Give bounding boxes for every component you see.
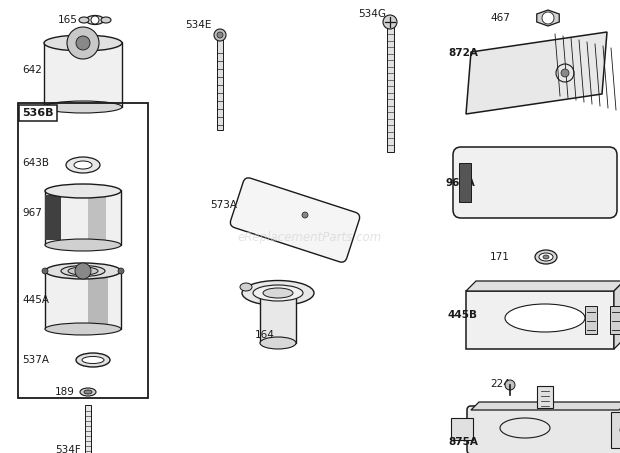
Ellipse shape [45, 323, 121, 335]
Ellipse shape [45, 184, 121, 198]
Ellipse shape [263, 288, 293, 298]
Circle shape [67, 27, 99, 59]
FancyBboxPatch shape [453, 147, 617, 218]
Text: 872A: 872A [448, 48, 478, 58]
Text: 224: 224 [490, 379, 510, 389]
Circle shape [561, 69, 569, 77]
Bar [451, 418, 473, 440]
Polygon shape [466, 32, 607, 114]
Bar [45, 271, 121, 329]
Ellipse shape [79, 17, 89, 23]
Circle shape [383, 15, 397, 29]
Ellipse shape [535, 250, 557, 264]
Text: 534G: 534G [358, 9, 386, 19]
Circle shape [76, 36, 90, 50]
Circle shape [542, 12, 554, 24]
Text: 165: 165 [58, 15, 78, 25]
Bar [44, 42, 122, 107]
Ellipse shape [80, 388, 96, 396]
Ellipse shape [240, 283, 252, 291]
Bar [610, 306, 620, 334]
Text: 445A: 445A [22, 295, 49, 305]
Bar [386, 22, 394, 152]
Ellipse shape [68, 267, 98, 275]
Polygon shape [466, 281, 620, 291]
Bar [85, 405, 91, 453]
Circle shape [505, 380, 515, 390]
Bar [88, 190, 106, 245]
Circle shape [214, 29, 226, 41]
Ellipse shape [86, 15, 104, 24]
Ellipse shape [242, 280, 314, 305]
Polygon shape [614, 281, 620, 349]
Bar [45, 195, 61, 240]
Ellipse shape [45, 263, 121, 279]
Text: 189: 189 [55, 387, 75, 397]
Ellipse shape [61, 265, 105, 276]
Text: 445B: 445B [447, 310, 477, 320]
Circle shape [118, 268, 124, 274]
Circle shape [75, 263, 91, 279]
Ellipse shape [505, 304, 585, 332]
Ellipse shape [76, 353, 110, 367]
Polygon shape [471, 402, 620, 410]
Polygon shape [537, 10, 559, 26]
Ellipse shape [101, 17, 111, 23]
Ellipse shape [84, 390, 92, 394]
Circle shape [217, 32, 223, 38]
Bar [585, 306, 597, 334]
Ellipse shape [74, 161, 92, 169]
Text: 573A: 573A [210, 200, 237, 210]
Text: 467: 467 [490, 13, 510, 23]
Ellipse shape [253, 285, 303, 301]
Bar [88, 271, 108, 329]
Ellipse shape [82, 357, 104, 363]
Ellipse shape [66, 157, 100, 173]
Text: 534F: 534F [55, 445, 81, 453]
Ellipse shape [539, 253, 553, 261]
Text: 875A: 875A [448, 437, 478, 447]
Bar [45, 190, 121, 245]
Circle shape [42, 268, 48, 274]
Bar [537, 386, 553, 408]
Text: 967A: 967A [445, 178, 475, 188]
Bar [217, 35, 223, 130]
Text: 642: 642 [22, 65, 42, 75]
FancyBboxPatch shape [467, 406, 620, 453]
Text: 171: 171 [490, 252, 510, 262]
Ellipse shape [44, 35, 122, 51]
Text: eReplacementParts.com: eReplacementParts.com [238, 231, 382, 244]
Text: 643B: 643B [22, 158, 49, 168]
Text: 537A: 537A [22, 355, 49, 365]
Text: 967: 967 [22, 208, 42, 218]
Bar [459, 163, 471, 202]
Bar [260, 291, 296, 343]
FancyBboxPatch shape [231, 178, 360, 262]
Circle shape [302, 212, 308, 218]
Ellipse shape [44, 101, 122, 113]
Bar [466, 291, 614, 349]
Ellipse shape [260, 337, 296, 349]
Text: 164: 164 [255, 330, 275, 340]
Text: 534E: 534E [185, 20, 211, 30]
Bar [611, 412, 620, 448]
Ellipse shape [91, 16, 99, 24]
Ellipse shape [45, 239, 121, 251]
Ellipse shape [543, 255, 549, 259]
Bar [18, 103, 148, 398]
Text: 536B: 536B [22, 108, 53, 118]
